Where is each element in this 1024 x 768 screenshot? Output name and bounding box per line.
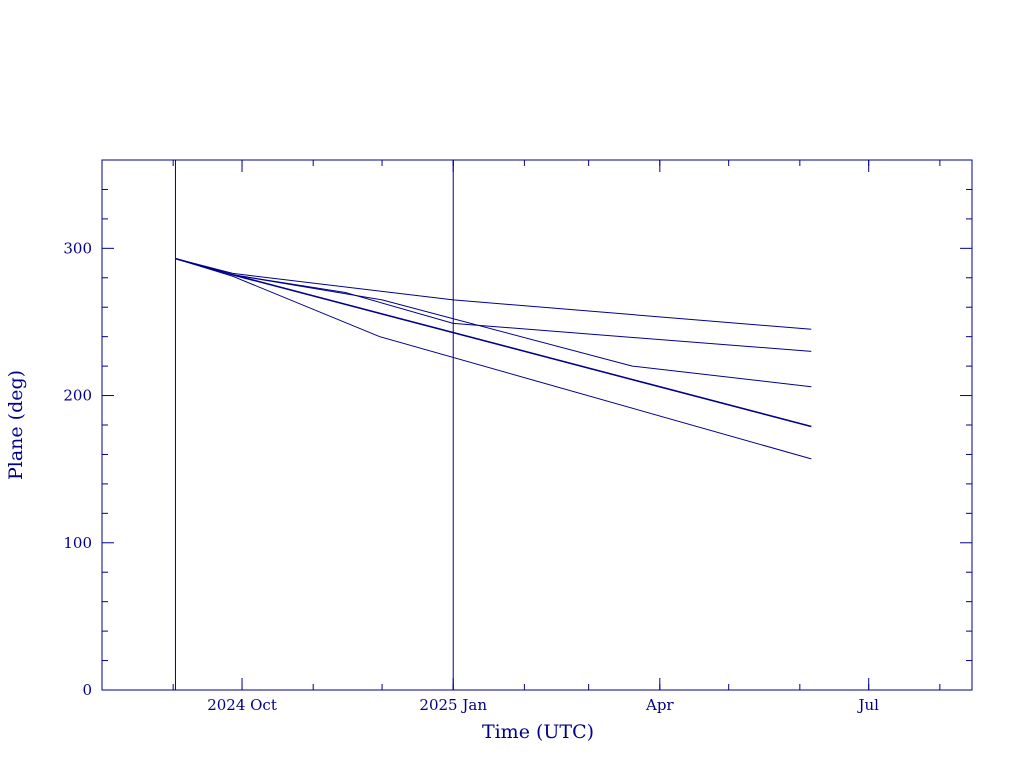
tick-labels-group: 2024 Oct 2025 Jan Apr Jul 0 100 200 300 xyxy=(63,239,879,714)
x-tick-label: 2025 Jan xyxy=(419,696,487,714)
series-group xyxy=(175,257,812,460)
x-tick-label: 2024 Oct xyxy=(207,696,277,714)
series-line-5 xyxy=(175,258,812,460)
y-tick-label: 200 xyxy=(63,387,92,405)
y-axis-label: Plane (deg) xyxy=(5,370,27,480)
series-line-1 xyxy=(175,258,812,330)
plot-frame xyxy=(101,159,973,691)
x-tick-label: Jul xyxy=(856,696,879,714)
ticks-group xyxy=(102,159,972,691)
y-tick-label: 300 xyxy=(63,239,92,257)
x-axis-label: Time (UTC) xyxy=(482,721,594,743)
y-tick-label: 100 xyxy=(63,534,92,552)
series-line-4 xyxy=(175,257,812,428)
series-line-2 xyxy=(175,258,812,352)
y-tick-label: 0 xyxy=(82,681,92,699)
x-tick-label: Apr xyxy=(645,696,674,714)
vertical-lines-group xyxy=(174,160,454,690)
